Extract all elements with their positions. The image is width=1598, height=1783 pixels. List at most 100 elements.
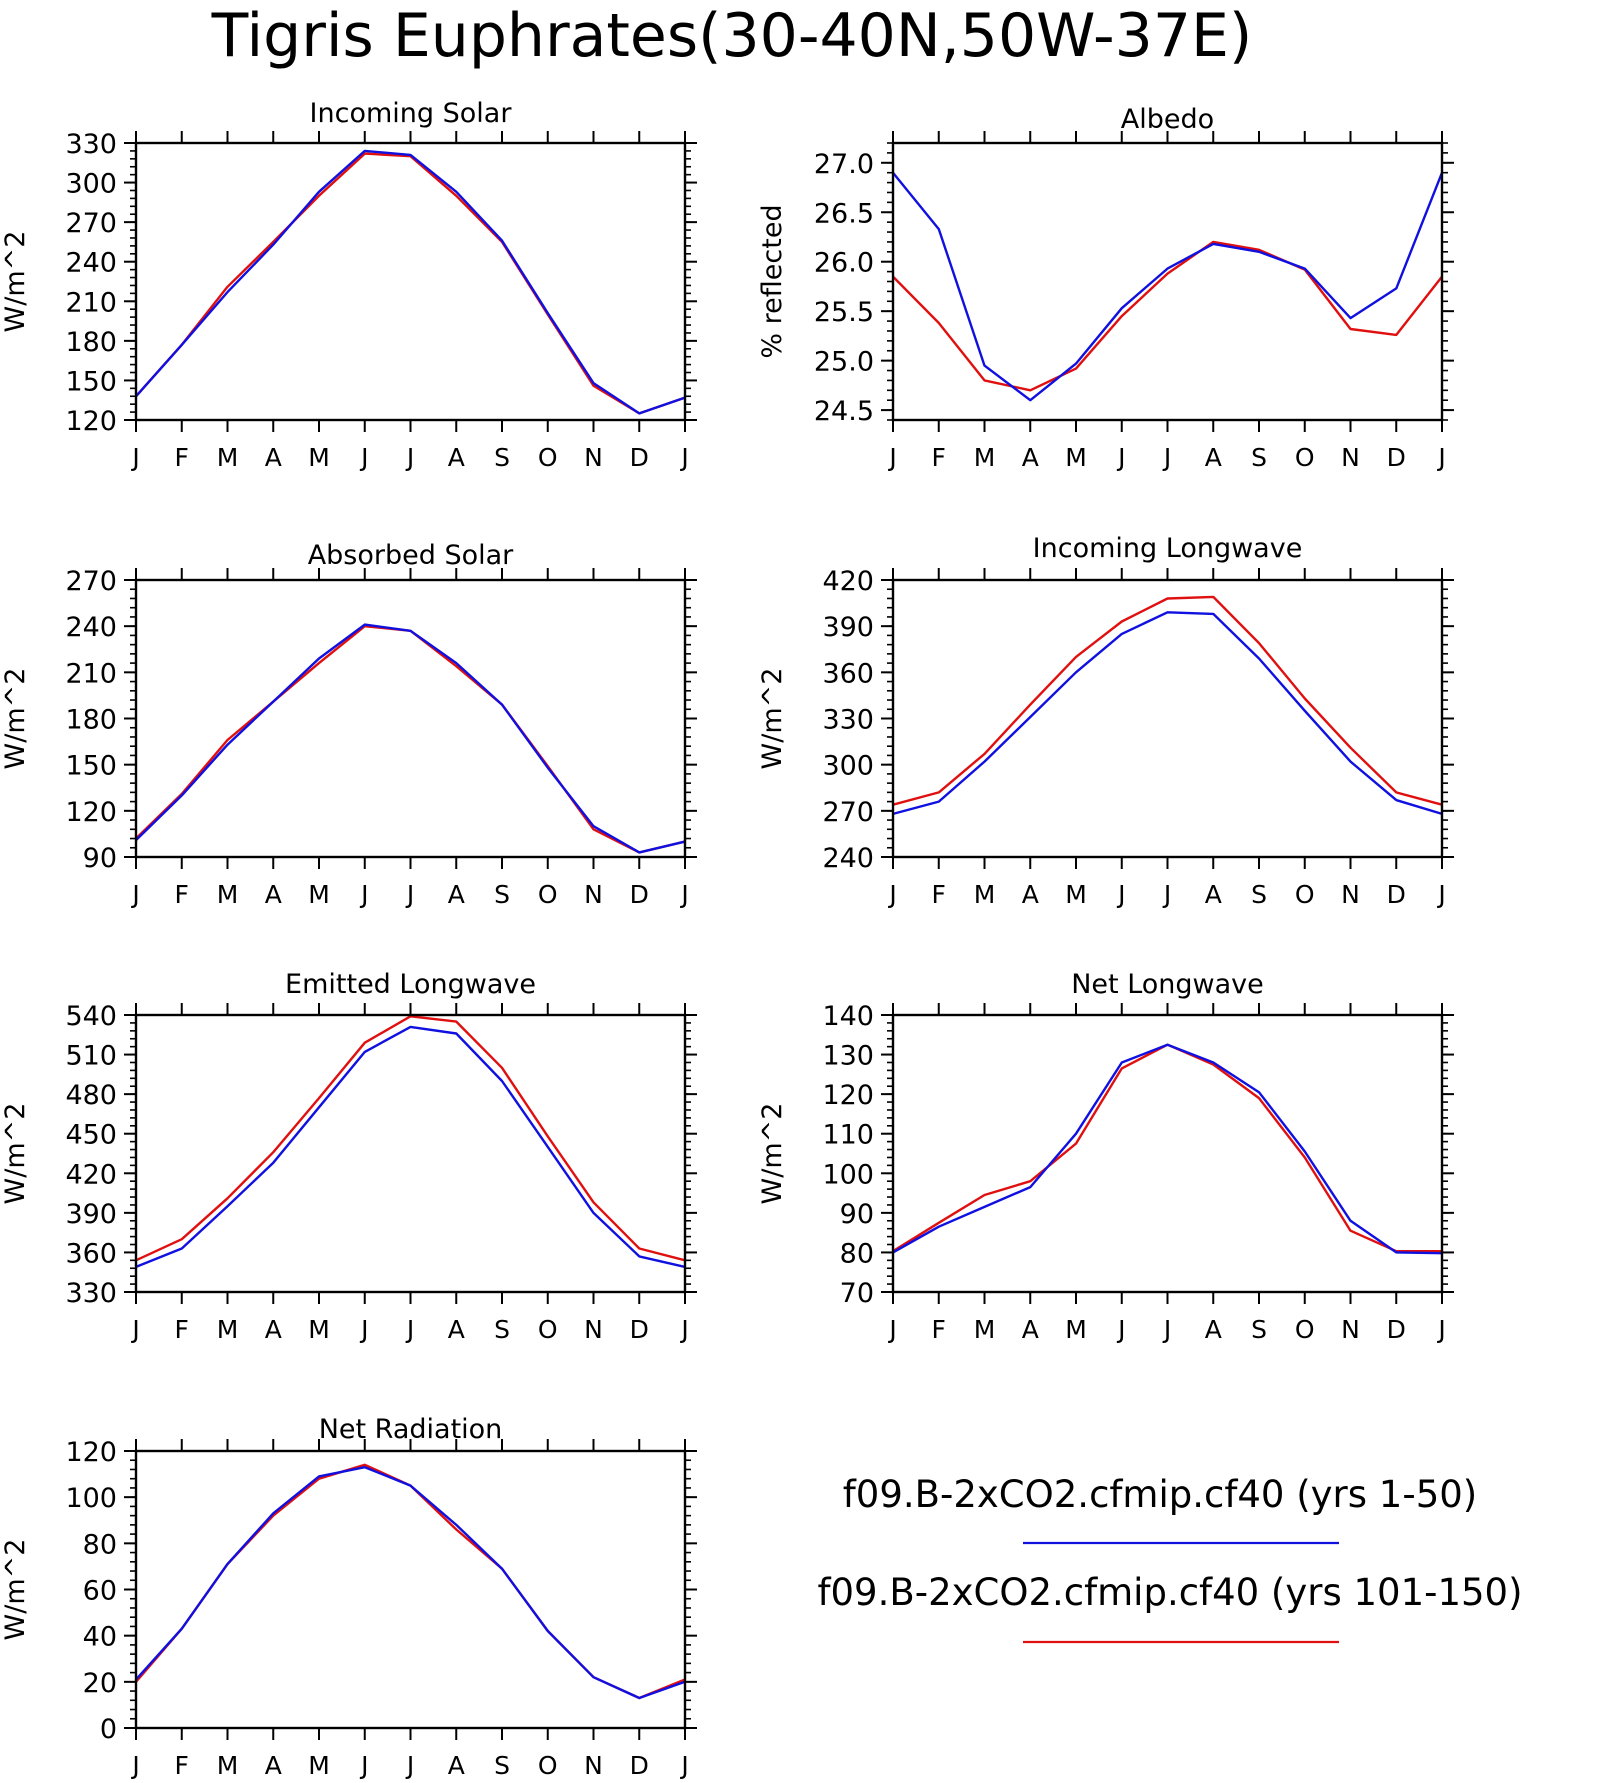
y-axis-label: W/m^2 [757,668,788,770]
x-tick-label: J [1116,443,1125,472]
y-tick-label: 210 [65,658,117,689]
x-tick-label: M [308,1751,330,1780]
y-axis-label: W/m^2 [757,1103,788,1205]
x-tick-label: N [1341,1315,1360,1344]
series-line [135,1465,686,1700]
series-line [135,623,686,854]
x-tick-label: J [359,443,368,472]
y-tick-label: 420 [65,1159,117,1190]
plot-frame [134,1013,687,1294]
y-tick-label: 120 [65,797,117,828]
x-tick-label: J [130,443,139,472]
x-tick-label: N [584,1315,603,1344]
x-tick-label: M [974,443,996,472]
x-tick-label: J [679,1315,688,1344]
y-tick-label: 360 [822,658,874,689]
x-tick-label: S [494,1315,510,1344]
x-tick-label: A [448,1751,465,1780]
panel-title: Emitted Longwave [285,969,536,1000]
y-tick-label: 60 [83,1576,117,1607]
x-tick-label: J [679,1751,688,1780]
series-line [135,1463,686,1700]
y-tick-label: 150 [65,366,117,397]
y-tick-label: 90 [83,843,117,874]
y-tick-label: 80 [840,1238,874,1269]
series-line [892,611,1443,816]
series-line [135,625,686,854]
x-tick-label: J [887,443,896,472]
y-tick-label: 450 [65,1120,117,1151]
x-tick-label: J [130,1751,139,1780]
y-tick-label: 110 [822,1120,874,1151]
y-tick-label: 80 [83,1529,117,1560]
legend: f09.B-2xCO2.cfmip.cf40 (yrs 1-50) f09.B-… [817,1473,1523,1644]
y-tick-label: 150 [65,751,117,782]
y-tick-label: 420 [822,566,874,597]
x-tick-label: D [630,1751,649,1780]
plot-frame [134,141,687,422]
y-tick-label: 100 [822,1159,874,1190]
y-tick-label: 270 [65,566,117,597]
x-tick-label: J [1436,880,1445,909]
x-tick-label: S [494,443,510,472]
panel-title: Incoming Solar [310,98,513,129]
x-tick-label: O [538,880,558,909]
y-tick-label: 70 [840,1278,874,1309]
x-tick-label: O [538,1315,558,1344]
x-tick-label: J [679,880,688,909]
y-tick-label: 240 [822,843,874,874]
x-tick-label: J [1436,443,1445,472]
x-tick-label: M [1065,1315,1087,1344]
x-tick-label: A [448,1315,465,1344]
x-tick-label: F [932,880,946,909]
x-tick-label: D [1387,1315,1406,1344]
plot-frame [891,141,1444,422]
series-line [892,595,1443,806]
plot-frame [134,1449,687,1730]
x-tick-label: J [405,1751,414,1780]
x-tick-label: F [175,880,189,909]
x-tick-label: J [1116,1315,1125,1344]
x-tick-label: A [1205,880,1222,909]
x-tick-label: A [1205,443,1222,472]
x-tick-label: A [1022,443,1039,472]
y-axis-label: W/m^2 [0,231,31,333]
x-tick-label: J [1162,443,1171,472]
y-tick-label: 270 [65,208,117,239]
y-tick-label: 20 [83,1668,117,1699]
x-tick-label: J [359,1751,368,1780]
x-tick-label: J [679,443,688,472]
y-tick-label: 25.5 [814,297,874,328]
y-tick-label: 210 [65,287,117,318]
y-tick-label: 540 [65,1001,117,1032]
y-axis-label: W/m^2 [0,1103,31,1205]
x-tick-label: J [405,443,414,472]
x-tick-label: M [217,1315,239,1344]
y-tick-label: 25.0 [814,347,874,378]
y-tick-label: 240 [65,612,117,643]
x-tick-label: J [1162,880,1171,909]
x-tick-label: A [1022,880,1039,909]
x-tick-label: M [974,880,996,909]
y-axis-label: W/m^2 [0,1539,31,1641]
x-tick-label: O [538,443,558,472]
y-tick-label: 300 [822,751,874,782]
x-tick-label: J [359,1315,368,1344]
y-tick-label: 120 [65,406,117,437]
panel-title: Albedo [1121,104,1214,135]
x-tick-label: S [494,880,510,909]
y-tick-label: 40 [83,1622,117,1653]
y-tick-label: 90 [840,1199,874,1230]
x-tick-label: A [265,443,282,472]
x-tick-label: M [217,1751,239,1780]
x-tick-label: N [584,443,603,472]
x-tick-label: J [130,1315,139,1344]
y-tick-label: 0 [100,1714,117,1745]
x-tick-label: M [1065,443,1087,472]
x-tick-label: M [217,443,239,472]
